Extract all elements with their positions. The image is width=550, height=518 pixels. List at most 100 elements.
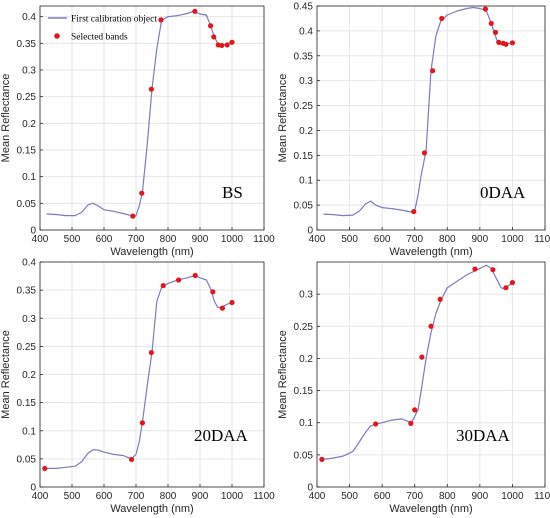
y-tick-label: 0.3 [22, 66, 36, 77]
x-tick-label: 1100 [534, 491, 550, 502]
y-tick-label: 0.3 [299, 76, 313, 87]
selected-band-point [373, 421, 379, 427]
y-tick-label: 0.35 [294, 51, 314, 62]
x-tick-label: 400 [32, 234, 49, 245]
selected-band-point [229, 39, 235, 45]
y-tick-label: 0.25 [17, 92, 37, 103]
selected-band-point [419, 354, 425, 360]
y-tick-label: 0.1 [22, 172, 36, 183]
panel-label: 0DAA [480, 183, 526, 202]
selected-band-point [488, 20, 494, 27]
y-tick-label: 0.05 [17, 454, 37, 465]
panel-label: 30DAA [456, 426, 511, 445]
axes-frame [316, 261, 546, 488]
y-tick-label: 0.25 [17, 342, 37, 353]
legend-marker-swatch [54, 33, 60, 39]
y-tick-label: 0.15 [294, 151, 314, 162]
selected-band-point [192, 272, 198, 279]
x-tick-label: 700 [128, 234, 145, 245]
series-line-first-calibration-object [321, 264, 513, 460]
selected-band-point [130, 213, 136, 219]
x-axis-title: Wavelength (nm) [110, 503, 193, 515]
y-tick-label: 0.4 [22, 258, 36, 269]
selected-band-point [492, 29, 499, 35]
selected-band-point [411, 208, 417, 215]
selected-band-point [437, 296, 443, 302]
x-tick-label: 500 [341, 234, 358, 245]
series-line-first-calibration-object [44, 274, 233, 469]
y-tick-label: 0 [307, 226, 313, 237]
selected-band-point [482, 6, 488, 12]
x-tick-label: 700 [406, 491, 423, 502]
y-tick-label: 0.35 [17, 39, 37, 50]
selected-band-point [207, 23, 214, 29]
x-tick-label: 800 [160, 491, 177, 502]
selected-band-point [42, 465, 48, 472]
plot-area [317, 262, 545, 487]
selected-band-point [148, 349, 154, 356]
chart-panel-1: 400 500 600 700 800 900 1000 1100 0 0.05 0.1 0.15 0.… [0, 5, 275, 258]
panel-label: BS [222, 183, 243, 202]
x-tick-label: 800 [160, 234, 177, 245]
y-axis-title: Mean Reflectance [0, 74, 12, 163]
x-tick-label: 800 [439, 234, 456, 245]
legend-label-curve: First calibration object [71, 15, 157, 25]
y-tick-label: 0.05 [17, 199, 37, 210]
selected-band-point [192, 8, 198, 14]
x-tick-label: 700 [128, 491, 145, 502]
x-tick-label: 400 [32, 491, 49, 502]
x-tick-label: 500 [64, 491, 81, 502]
y-tick-label: 0.1 [22, 426, 36, 437]
panel-label: 20DAA [194, 426, 249, 445]
y-tick-label: 0.35 [17, 286, 37, 297]
y-tick-label: 0.1 [299, 418, 313, 429]
y-axis-title: Mean Reflectance [0, 330, 12, 419]
x-tick-label: 600 [374, 234, 391, 245]
x-axis-title: Wavelength (nm) [389, 246, 472, 258]
selected-band-point [229, 299, 235, 306]
y-tick-label: 0.2 [22, 370, 36, 381]
chart-panel-4: 400 500 600 700 800 900 1000 1100 0 0.05 0.1 0.15 0.… [277, 261, 550, 515]
y-tick-label: 0.3 [22, 314, 36, 325]
x-tick-label: 900 [472, 234, 489, 245]
y-axis-title: Mean Reflectance [277, 330, 289, 419]
x-tick-label: 1000 [501, 491, 524, 502]
x-tick-label: 900 [192, 234, 209, 245]
x-tick-label: 600 [96, 234, 113, 245]
y-tick-label: 0.1 [299, 176, 313, 187]
selected-band-point [439, 15, 445, 22]
x-tick-label: 400 [309, 491, 326, 502]
selected-band-point [496, 39, 502, 45]
y-tick-label: 0.4 [299, 26, 313, 37]
selected-band-point [219, 42, 225, 49]
chart-panel-2: 400 500 600 700 800 900 1000 1100 0 0.05 0.1 0.15 0.… [277, 2, 550, 259]
y-tick-label: 0.2 [22, 119, 36, 130]
x-tick-label: 700 [406, 234, 423, 245]
selected-band-point [224, 42, 230, 48]
y-tick-label: 0.25 [294, 101, 314, 112]
x-tick-label: 600 [96, 491, 113, 502]
y-tick-label: 0 [30, 483, 36, 494]
y-tick-label: 0.05 [294, 201, 314, 212]
selected-band-point [219, 305, 225, 311]
selected-band-point [319, 456, 325, 462]
x-tick-label: 500 [341, 491, 358, 502]
legend: First calibration object Selected bands [48, 15, 157, 43]
selected-band-point [509, 40, 516, 46]
y-tick-label: 0.15 [17, 398, 37, 409]
selected-band-point [139, 190, 145, 196]
x-tick-label: 1100 [253, 234, 275, 245]
y-tick-label: 0.4 [22, 12, 36, 23]
selected-band-point [509, 279, 516, 286]
selected-band-point [160, 283, 166, 289]
y-tick-label: 0 [307, 483, 313, 494]
x-tick-label: 1000 [501, 234, 524, 245]
selected-band-point [210, 289, 216, 295]
axes-frame [39, 5, 265, 231]
axes-frame [316, 5, 546, 231]
x-tick-label: 1000 [221, 234, 244, 245]
y-tick-label: 0.3 [299, 290, 313, 301]
selected-band-point [211, 34, 217, 40]
selected-band-point [158, 17, 164, 23]
selected-band-point [428, 323, 434, 329]
